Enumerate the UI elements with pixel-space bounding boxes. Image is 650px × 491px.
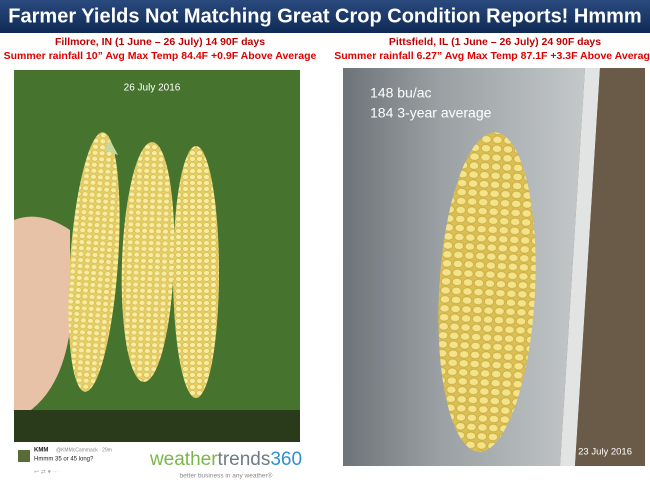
left-photo: 26 July 2016: [14, 70, 300, 442]
right-location: Pittsfield, IL (1 June – 26 July) 24 90F…: [389, 36, 601, 48]
logo-tagline: better business in any weather®: [180, 472, 273, 480]
tweet-text: Hmmm 35 or 45 long?: [34, 457, 94, 463]
left-photo-date: 26 July 2016: [124, 83, 181, 94]
logo-part: trends: [218, 449, 271, 470]
tweet: KMM @KMMcCammack · 29m Hmmm 35 or 45 lon…: [14, 442, 300, 482]
logo-part: weather: [149, 449, 218, 470]
right-photo-date: 23 July 2016: [578, 447, 632, 458]
tweet-name: KMM: [34, 448, 48, 454]
logo-part: 360: [270, 449, 302, 470]
slide-title: Farmer Yields Not Matching Great Crop Co…: [8, 5, 641, 27]
right-photo: 148 bu/ac 184 3-year average 23 July 201…: [343, 68, 645, 466]
tweet-actions[interactable]: ↩ ⇄ ♥ ···: [34, 469, 59, 476]
yield: 148 bu/ac: [370, 85, 432, 101]
logo: weathertrends360: [149, 449, 302, 470]
left-location: Fillmore, IN (1 June – 26 July) 14 90F d…: [55, 36, 265, 48]
tweet-handle: @KMMcCammack · 29m: [56, 447, 112, 453]
right-weather: Summer rainfall 6.27” Avg Max Temp 87.1F…: [334, 50, 650, 62]
yield-average: 184 3-year average: [370, 105, 492, 121]
left-weather: Summer rainfall 10” Avg Max Temp 84.4F +…: [4, 50, 317, 62]
title-bar: [0, 0, 650, 33]
